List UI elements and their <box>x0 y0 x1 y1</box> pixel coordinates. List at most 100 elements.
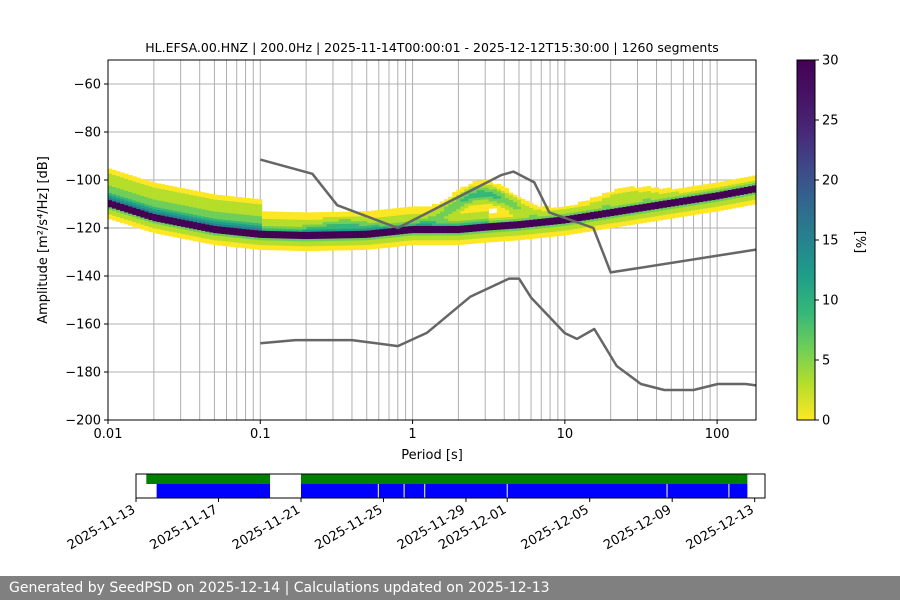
heatmap-cell <box>180 190 186 194</box>
y-tick-label: −120 <box>65 222 101 237</box>
heatmap-cell <box>225 195 230 199</box>
heatmap-cell <box>294 238 299 242</box>
heatmap-cell <box>610 198 615 202</box>
heatmap-cell <box>225 217 230 221</box>
heatmap-cell <box>136 201 141 205</box>
heatmap-cell <box>638 192 643 195</box>
heatmap-cell <box>618 219 623 222</box>
heatmap-cell <box>294 233 299 237</box>
heatmap-cell <box>124 180 129 184</box>
heatmap-cell <box>630 222 635 225</box>
heatmap-cell <box>403 226 408 230</box>
heatmap-cell <box>205 212 210 215</box>
heatmap-cell <box>541 218 546 221</box>
heatmap-cell <box>302 221 307 225</box>
heatmap-cell <box>577 213 583 217</box>
heatmap-cell <box>630 202 635 206</box>
heatmap-cell <box>606 221 611 224</box>
heatmap-cell <box>723 180 728 184</box>
heatmap-cell <box>314 248 319 251</box>
heatmap-cell <box>407 213 413 217</box>
heatmap-cell <box>371 220 376 223</box>
heatmap-cell <box>666 192 672 196</box>
heatmap-cell <box>569 214 575 218</box>
heatmap-cell <box>423 232 429 236</box>
heatmap-cell <box>747 178 753 182</box>
heatmap-cell <box>391 244 396 248</box>
heatmap-cell <box>476 214 481 217</box>
heatmap-cell <box>488 186 494 190</box>
heatmap-cell <box>407 216 413 219</box>
heatmap-cell <box>642 196 647 199</box>
heatmap-cell <box>484 223 489 226</box>
heatmap-cell <box>359 237 364 241</box>
heatmap-cell <box>359 220 364 224</box>
heatmap-cell <box>440 213 445 217</box>
heatmap-cell <box>245 221 251 225</box>
heatmap-cell <box>144 187 149 190</box>
heatmap-cell <box>302 238 307 242</box>
heatmap-cell <box>282 219 287 222</box>
heatmap-cell <box>432 223 437 226</box>
heatmap-cell <box>476 180 481 184</box>
heatmap-cell <box>294 228 299 232</box>
heatmap-cell <box>241 211 246 215</box>
colorbar-tick-label: 25 <box>822 114 839 129</box>
heatmap-cell <box>537 225 542 229</box>
heatmap-cell <box>286 221 291 225</box>
heatmap-cell <box>245 202 251 206</box>
heatmap-cell <box>683 197 688 200</box>
heatmap-cell <box>452 242 457 246</box>
heatmap-cell <box>731 203 737 207</box>
timeline-tick-label: 2025-12-09 <box>601 502 674 553</box>
heatmap-cell <box>432 216 437 219</box>
heatmap-cell <box>666 206 672 210</box>
heatmap-cell <box>375 212 380 216</box>
heatmap-cell <box>622 194 627 198</box>
heatmap-cell <box>638 211 643 214</box>
heatmap-cell <box>330 235 336 239</box>
heatmap-cell <box>265 242 271 246</box>
heatmap-cell <box>541 223 546 226</box>
heatmap-cell <box>282 221 287 225</box>
heatmap-cell <box>606 223 611 227</box>
heatmap-cell <box>440 232 445 236</box>
heatmap-cell <box>703 201 708 204</box>
heatmap-cell <box>642 205 647 209</box>
heatmap-cell <box>739 204 745 207</box>
heatmap-cell <box>136 223 141 226</box>
heatmap-cell <box>646 209 651 213</box>
heatmap-cell <box>278 240 283 244</box>
heatmap-cell <box>679 212 684 215</box>
heatmap-cell <box>707 202 712 206</box>
heatmap-cell <box>496 188 502 192</box>
heatmap-cell <box>180 224 186 227</box>
heatmap-cell <box>427 240 433 243</box>
heatmap-cell <box>346 235 352 239</box>
heatmap-cell <box>306 221 311 225</box>
heatmap-cell <box>375 241 380 244</box>
heatmap-cell <box>132 195 137 199</box>
heatmap-cell <box>646 197 651 201</box>
heatmap-cell <box>112 186 117 190</box>
heatmap-cell <box>679 197 684 201</box>
heatmap-cell <box>233 218 238 221</box>
heatmap-cell <box>488 198 494 202</box>
heatmap-cell <box>330 233 336 237</box>
heatmap-cell <box>116 190 121 194</box>
heatmap-cell <box>217 233 222 237</box>
heatmap-cell <box>213 213 218 217</box>
heatmap-cell <box>444 211 449 214</box>
heatmap-cell <box>504 204 510 208</box>
heatmap-cell <box>249 205 255 209</box>
heatmap-cell <box>476 240 481 244</box>
heatmap-cell <box>525 229 530 233</box>
heatmap-cell <box>205 228 210 232</box>
heatmap-cell <box>245 200 251 203</box>
heatmap-cell <box>249 236 255 240</box>
heatmap-cell <box>464 188 469 192</box>
heatmap-cell <box>399 236 404 240</box>
heatmap-cell <box>476 206 481 210</box>
heatmap-cell <box>658 198 664 202</box>
heatmap-cell <box>731 193 737 197</box>
